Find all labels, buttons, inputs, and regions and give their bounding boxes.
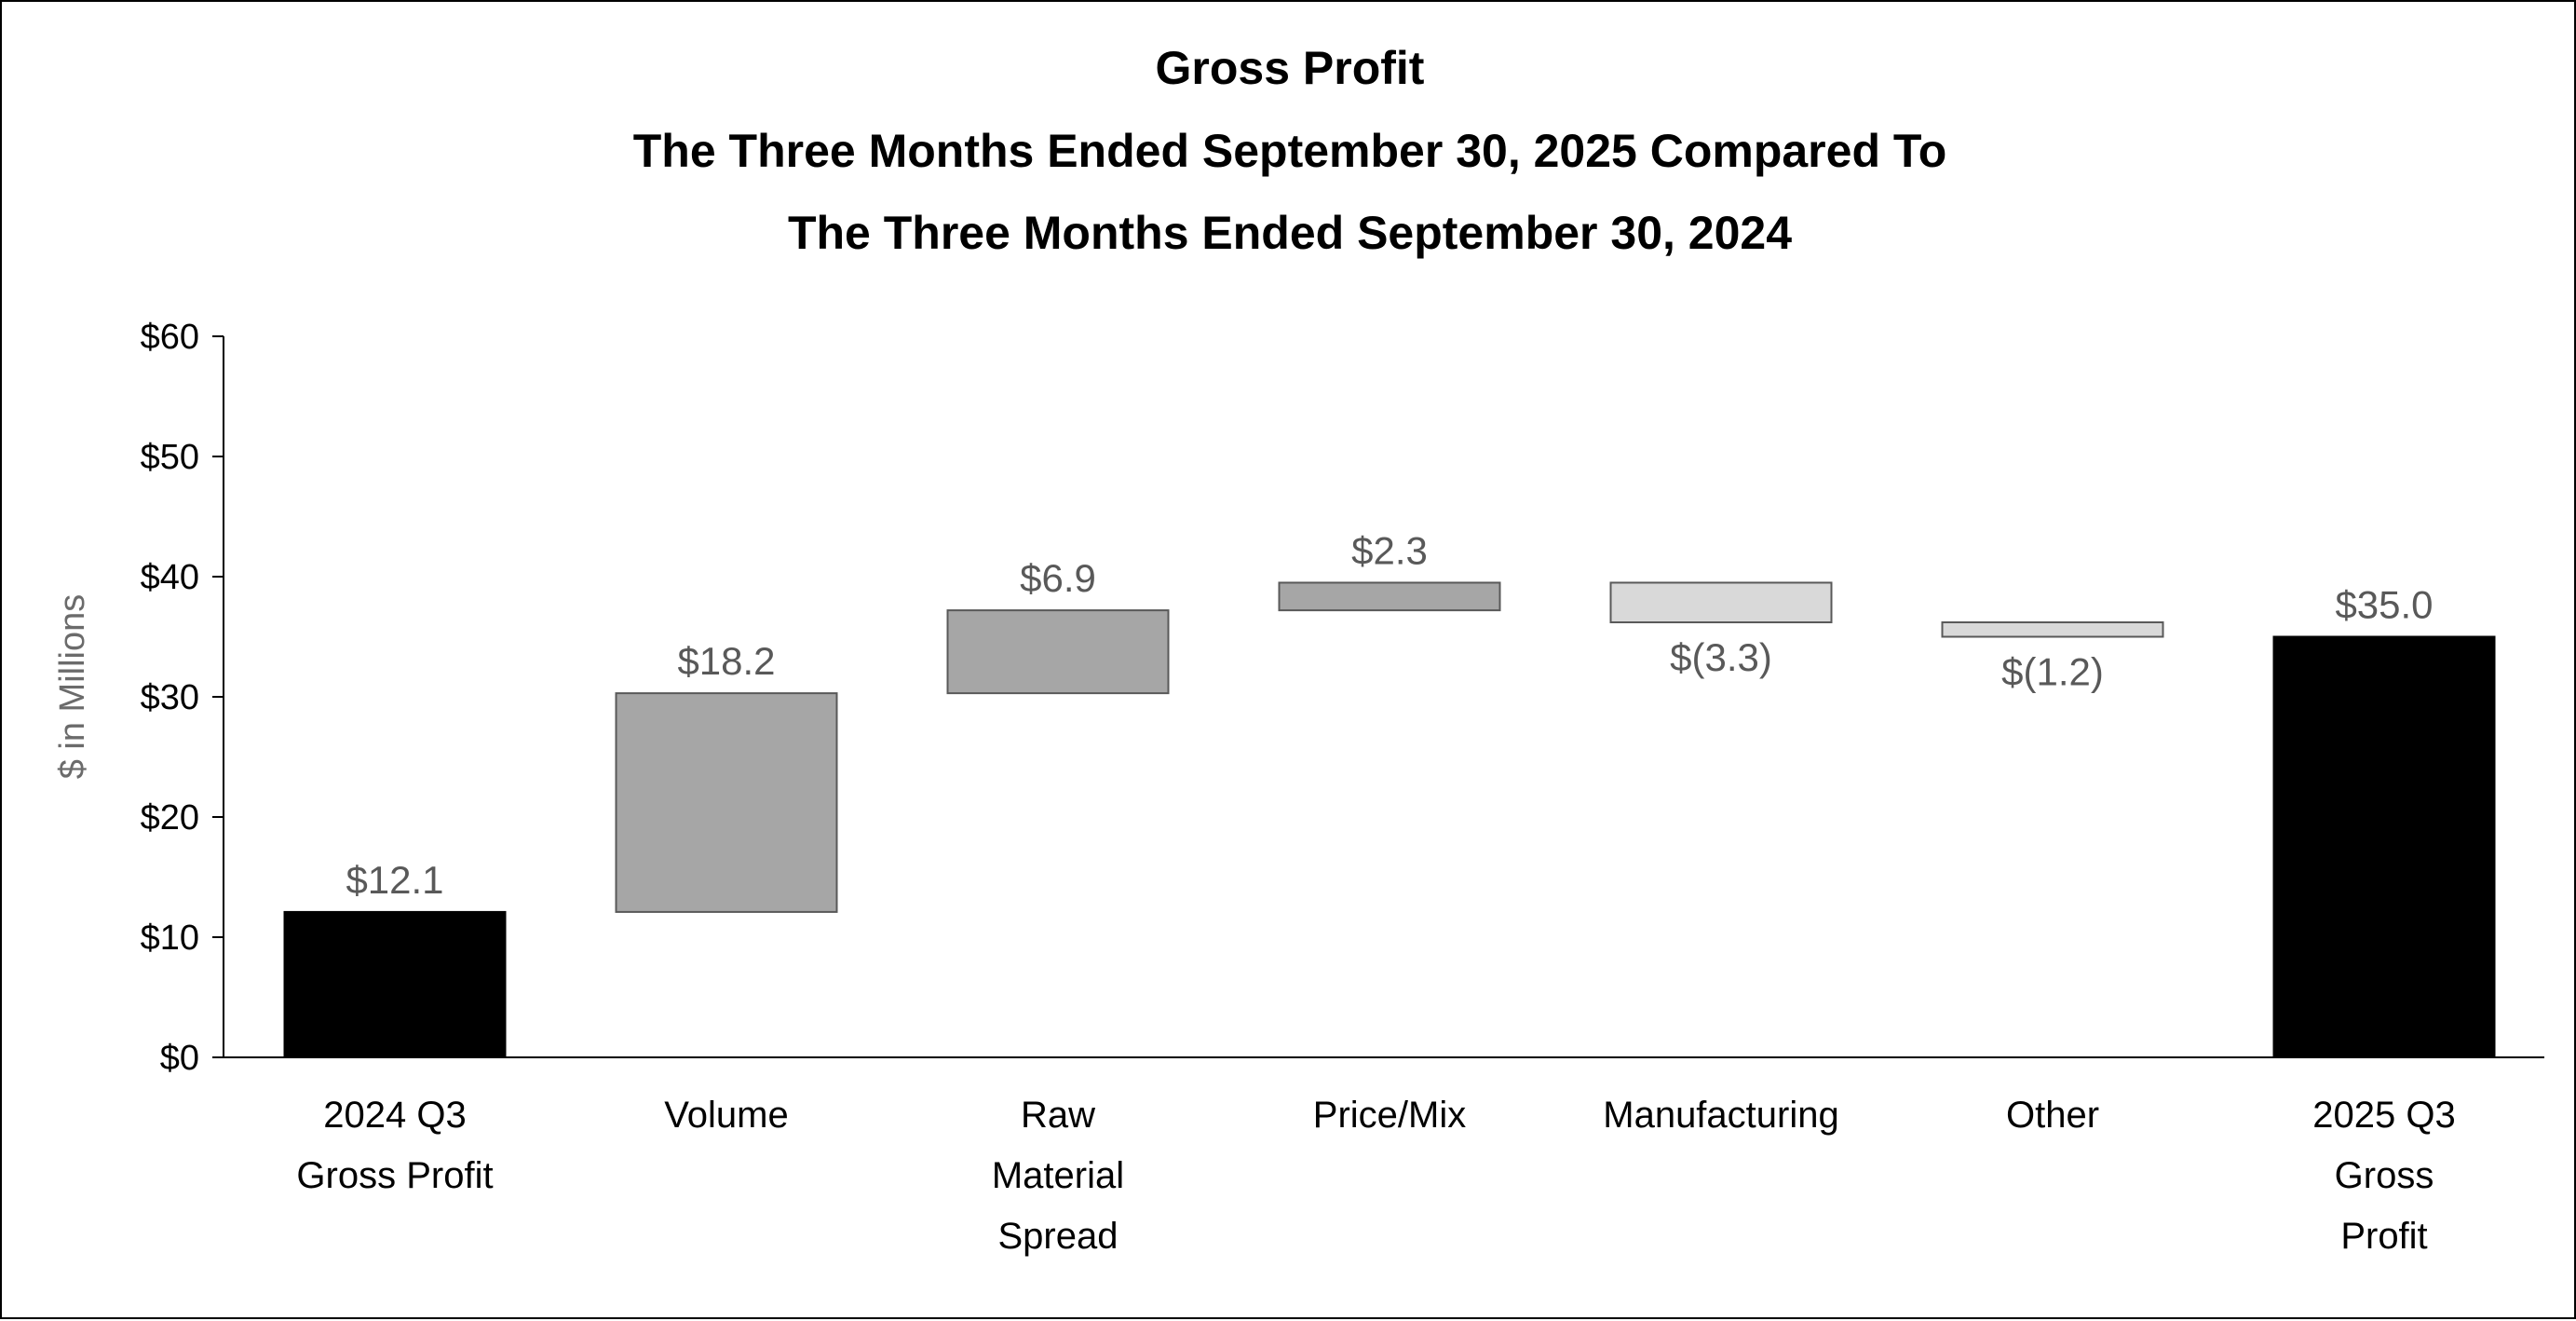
y-tick-label: $60 xyxy=(141,318,199,357)
bar-2 xyxy=(946,609,1170,695)
category-label-line: Gross Profit xyxy=(296,1155,493,1196)
category-label-line: Profit xyxy=(2340,1216,2427,1257)
category-label-1: Volume xyxy=(664,1095,788,1136)
data-label-1: $18.2 xyxy=(677,639,775,683)
y-tick-label: $30 xyxy=(141,678,199,717)
category-labels: 2024 Q3 Gross Profit Volume Raw Material Spre… xyxy=(296,1095,2455,1257)
category-label-4: Manufacturing xyxy=(1603,1095,1838,1136)
category-label-6: 2025 Q3 Gross Profit xyxy=(2312,1095,2455,1257)
category-label-line: Spread xyxy=(998,1216,1119,1257)
category-label-line: Volume xyxy=(664,1095,788,1136)
category-label-line: Gross xyxy=(2335,1155,2434,1196)
chart-title-line-1: Gross Profit xyxy=(1156,42,1425,94)
category-label-line: Other xyxy=(2006,1095,2099,1136)
category-label-line: Manufacturing xyxy=(1603,1095,1838,1136)
axes: $0 $10 $20 $30 $40 $50 $60 xyxy=(141,318,2544,1078)
y-tick-label: $0 xyxy=(160,1039,199,1078)
y-tick-label: $50 xyxy=(141,438,199,477)
category-label-2: Raw Material Spread xyxy=(992,1095,1124,1257)
data-label-4: $(3.3) xyxy=(1670,635,1772,679)
data-labels: $12.1 $18.2 $6.9 $2.3 $(3.3) $(1.2) $35.0 xyxy=(346,528,2433,901)
chart-title-line-3: The Three Months Ended September 30, 202… xyxy=(788,207,1792,259)
data-label-3: $2.3 xyxy=(1351,528,1428,572)
bar-4 xyxy=(1609,581,1833,624)
data-label-2: $6.9 xyxy=(1020,556,1096,600)
bar-0 xyxy=(283,910,507,1058)
bar-5 xyxy=(1941,621,2164,638)
bar-6 xyxy=(2272,635,2496,1058)
y-tick-label: $10 xyxy=(141,919,199,958)
chart-title: Gross Profit The Three Months Ended Sept… xyxy=(633,42,1947,259)
category-label-3: Price/Mix xyxy=(1313,1095,1466,1136)
chart-title-line-2: The Three Months Ended September 30, 202… xyxy=(633,125,1947,177)
category-label-line: 2025 Q3 xyxy=(2312,1095,2455,1136)
category-label-line: Price/Mix xyxy=(1313,1095,1466,1136)
category-label-line: Material xyxy=(992,1155,1124,1196)
category-label-line: Raw xyxy=(1021,1095,1095,1136)
data-label-6: $35.0 xyxy=(2335,583,2433,627)
data-label-5: $(1.2) xyxy=(2001,650,2104,694)
bar-3 xyxy=(1278,581,1501,612)
y-axis-title: $ in Millions xyxy=(53,594,92,780)
category-label-0: 2024 Q3 Gross Profit xyxy=(296,1095,493,1196)
bars xyxy=(283,581,2496,1058)
category-label-5: Other xyxy=(2006,1095,2099,1136)
category-label-line: 2024 Q3 xyxy=(323,1095,466,1136)
y-tick-label: $40 xyxy=(141,558,199,597)
y-tick-label: $20 xyxy=(141,798,199,838)
data-label-0: $12.1 xyxy=(346,858,443,902)
bar-1 xyxy=(615,692,838,913)
